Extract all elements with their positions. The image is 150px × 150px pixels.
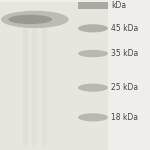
Ellipse shape [78,24,108,32]
Text: 25 kDa: 25 kDa [111,83,138,92]
Text: 45 kDa: 45 kDa [111,24,138,33]
Ellipse shape [8,15,52,24]
FancyBboxPatch shape [32,26,37,147]
FancyBboxPatch shape [108,2,150,150]
FancyBboxPatch shape [42,26,47,147]
Ellipse shape [1,11,69,28]
Text: 18 kDa: 18 kDa [111,113,138,122]
Ellipse shape [78,50,108,57]
FancyBboxPatch shape [22,26,28,147]
Text: kDa: kDa [111,1,126,10]
FancyBboxPatch shape [78,0,108,9]
Ellipse shape [78,84,108,92]
FancyBboxPatch shape [0,2,108,150]
Ellipse shape [78,113,108,122]
Text: 35 kDa: 35 kDa [111,49,138,58]
